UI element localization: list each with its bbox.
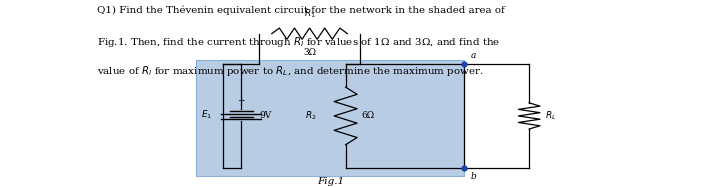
Text: $R_2$: $R_2$	[305, 110, 317, 122]
Text: Q1) Find the Thévenin equivalent circuit for the network in the shaded area of: Q1) Find the Thévenin equivalent circuit…	[97, 6, 505, 15]
Text: 6Ω: 6Ω	[361, 111, 374, 120]
Text: 3Ω: 3Ω	[303, 48, 316, 57]
Text: Fig.1. Then, find the current through $R_l$ for values of 1Ω and 3Ω, and find th: Fig.1. Then, find the current through $R…	[97, 35, 500, 49]
FancyBboxPatch shape	[196, 60, 464, 176]
Text: $R_1$: $R_1$	[304, 7, 315, 20]
Text: a: a	[471, 51, 476, 60]
Text: +: +	[238, 96, 245, 105]
Text: $R_L$: $R_L$	[545, 110, 557, 122]
Text: 9V: 9V	[259, 111, 271, 119]
Text: value of $R_l$ for maximum power to $R_L$, and determine the maximum power.: value of $R_l$ for maximum power to $R_L…	[97, 64, 484, 78]
Text: $E_1$: $E_1$	[201, 109, 212, 121]
Text: b: b	[471, 172, 477, 181]
Text: Fig.1: Fig.1	[318, 177, 345, 186]
